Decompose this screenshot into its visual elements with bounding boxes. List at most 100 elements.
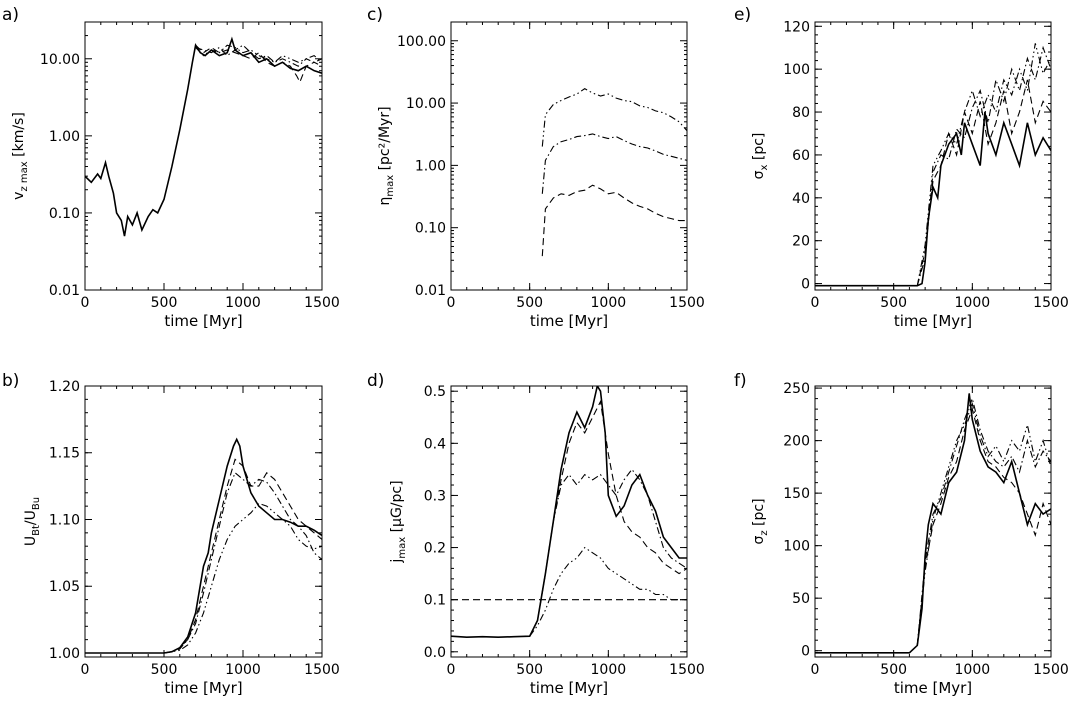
plot-frame [814,385,1052,658]
plot-frame [814,21,1052,291]
series-line-dashdotdot [541,88,687,147]
panel-label: f) [734,371,747,391]
y-tick-label: 1.10 [49,512,80,528]
plot-frame [84,21,323,291]
y-tick-label: 80 [792,105,810,121]
x-tick-label: 0 [81,295,90,311]
x-tick-label: 1500 [304,295,340,311]
y-tick-label: 60 [792,148,810,164]
series-line-dashdot [916,45,1051,286]
panel-f: f) 0 500 1000 1500 0 50 100 150 200 250 time [Myr] σ… [734,371,1069,697]
series-line-dashdotdot [163,502,322,654]
series-line-dashdot [195,44,322,67]
y-tick-label: 100.00 [397,34,446,50]
x-tick-label: 1500 [1033,662,1069,678]
panel-label: a) [2,5,19,25]
plot-frame [450,21,688,291]
panel-b: b) 0 500 1000 1500 1.00 1.05 1.10 1.15 1.20 time [… [2,371,340,697]
series-line-dashed [916,79,1051,286]
y-tick-label: 1.00 [49,646,80,662]
y-tick-label: 0.01 [415,283,446,299]
y-axis-label-main: U [23,536,39,546]
x-tick-label: 0 [81,662,90,678]
series-line-dashdotdot [916,43,1051,286]
series-line-solid [85,36,322,237]
y-axis-label-unit: [pc] [751,498,767,530]
y-axis-label-subscript: z [759,530,770,535]
x-tick-label: 1500 [669,295,705,311]
y-axis-label-subscript: Bu [31,497,42,510]
y-tick-label: 20 [792,234,810,250]
y-tick-label: 120 [783,19,810,35]
panel-d: d) 0 500 1000 1500 0.0 0.1 0.2 0.3 0.4 0.5 time [My… [367,371,705,697]
y-axis-label: jmax [μG/pc] [389,480,408,563]
x-tick-label: 1000 [591,295,627,311]
series-line-dashed [541,184,687,257]
x-tick-label: 500 [516,295,543,311]
x-tick-label: 1000 [591,662,627,678]
y-tick-label: 0.4 [424,436,446,452]
y-tick-label: 1.15 [49,446,80,462]
x-axis-label: time [Myr] [894,679,972,697]
y-tick-label: 40 [792,191,810,207]
y-axis-label-unit: [pc] [751,133,767,165]
y-tick-label: 1.20 [49,379,80,395]
series-line-dashdot [916,396,1051,646]
x-axis-label: time [Myr] [164,679,242,697]
x-tick-label: 0 [447,662,456,678]
x-tick-label: 1500 [1033,295,1069,311]
x-tick-label: 500 [151,662,178,678]
x-tick-label: 1000 [225,295,261,311]
y-tick-label: 0.2 [424,541,446,557]
x-tick-label: 500 [151,295,178,311]
panel-label: c) [367,5,383,25]
series-line-dashdotdot [529,546,687,637]
x-tick-label: 0 [811,295,820,311]
x-axis-label: time [Myr] [894,312,972,330]
panel-label: e) [734,5,751,25]
x-tick-label: 1500 [304,662,340,678]
y-tick-label: 1.00 [49,129,80,145]
x-tick-label: 0 [447,295,456,311]
y-axis-label-subscript: max [385,175,396,197]
x-tick-label: 1000 [225,662,261,678]
plot-frame [84,385,323,658]
series-line-dashed [529,399,687,637]
series-line-dashdot [541,133,687,194]
x-axis-label: time [Myr] [530,679,608,697]
y-axis-label: σx [pc] [751,133,770,180]
y-axis-label-slash: /U [23,510,39,525]
y-tick-label: 100 [783,62,810,78]
x-tick-label: 0 [811,662,820,678]
y-axis-label-subscript: max [397,537,408,559]
y-tick-label: 200 [783,434,810,450]
x-axis-label: time [Myr] [530,312,608,330]
x-tick-label: 1000 [955,662,991,678]
y-tick-label: 0.10 [415,221,446,237]
x-tick-label: 1000 [955,295,991,311]
y-tick-label: 250 [783,381,810,397]
x-tick-label: 1500 [669,662,705,678]
y-axis-label-main: j [389,559,405,564]
y-axis-label-main: σ [751,170,767,179]
series-line-solid [451,386,687,639]
y-tick-label: 50 [792,591,810,607]
panel-label: b) [2,371,19,391]
y-axis-label-main: v [11,192,27,200]
panel-e: e) 0 500 1000 1500 0 20 40 60 80 100 120 time [Myr] σ… [734,5,1069,330]
panel-label: d) [367,371,384,391]
plot-frame [450,385,688,658]
series-line-solid [815,393,1051,654]
y-tick-label: 0.3 [424,488,446,504]
y-tick-label: 1.05 [49,579,80,595]
series-line-solid [815,111,1051,287]
y-tick-label: 150 [783,486,810,502]
y-axis-label: ηmax [pc²/Myr] [377,106,396,205]
x-axis-label: time [Myr] [164,312,242,330]
series-line-dashed [916,407,1051,646]
y-tick-label: 0.10 [49,206,80,222]
panel-a: a) 0 500 1000 1500 0.01 0.10 1.00 10.00 time [Myr… [2,5,340,330]
series-line-solid [85,437,322,654]
y-tick-label: 0.1 [424,593,446,609]
